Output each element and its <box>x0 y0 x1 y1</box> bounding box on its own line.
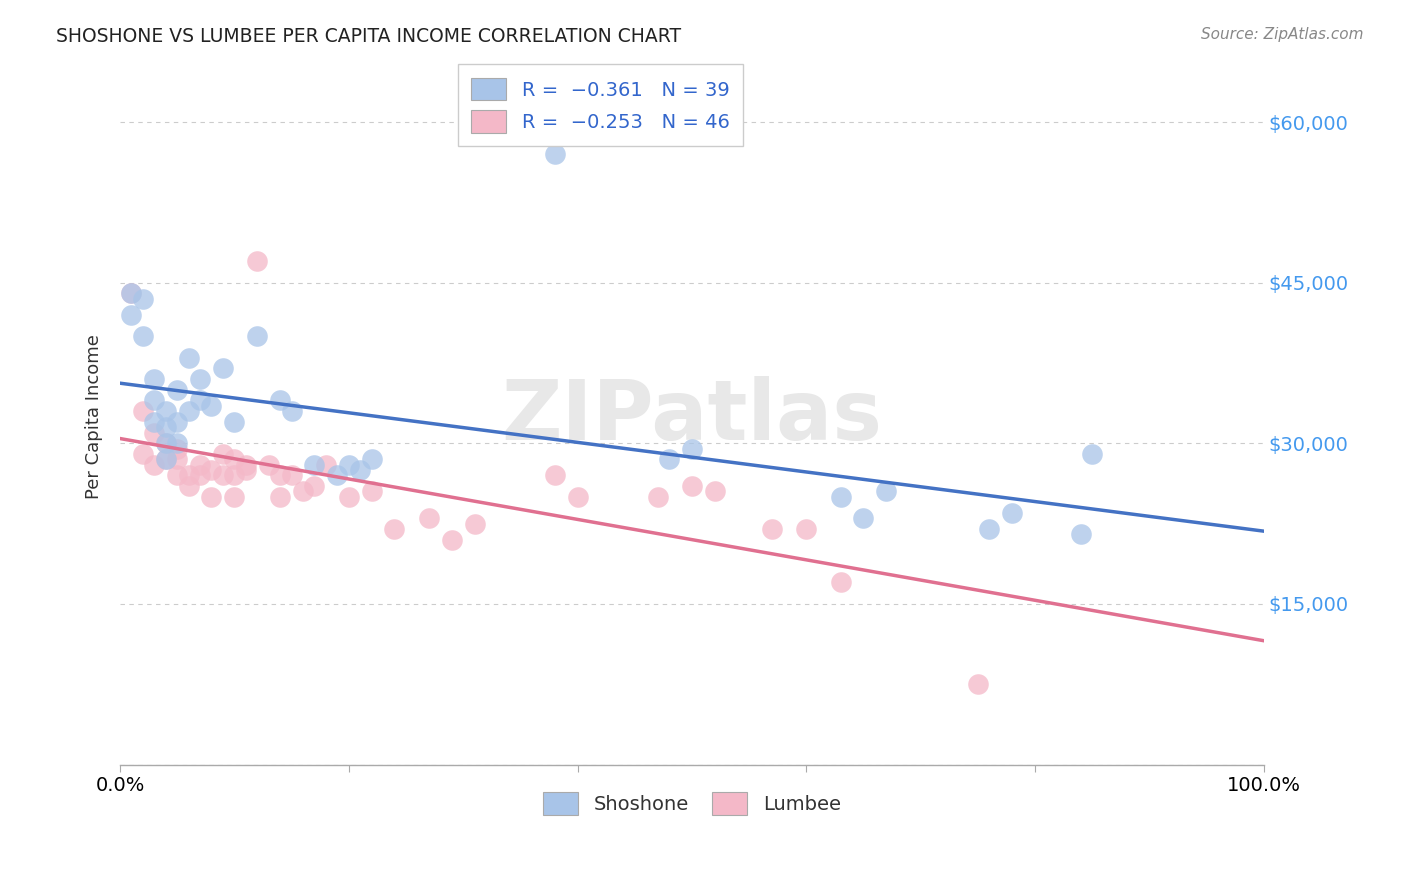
Point <box>291 484 314 499</box>
Point <box>155 452 177 467</box>
Point <box>315 458 337 472</box>
Point <box>188 468 211 483</box>
Point <box>132 447 155 461</box>
Point <box>177 468 200 483</box>
Point <box>852 511 875 525</box>
Point <box>567 490 589 504</box>
Point <box>658 452 681 467</box>
Point <box>360 484 382 499</box>
Point <box>155 436 177 450</box>
Point <box>120 286 142 301</box>
Point <box>177 351 200 365</box>
Point <box>155 420 177 434</box>
Point <box>143 372 166 386</box>
Point <box>212 361 235 376</box>
Point <box>200 463 222 477</box>
Point <box>830 490 852 504</box>
Point <box>166 383 188 397</box>
Point <box>132 292 155 306</box>
Point <box>200 490 222 504</box>
Point <box>177 479 200 493</box>
Point <box>166 452 188 467</box>
Point <box>280 468 302 483</box>
Point <box>212 468 235 483</box>
Point <box>188 458 211 472</box>
Point <box>304 479 326 493</box>
Point <box>224 452 246 467</box>
Point <box>166 442 188 456</box>
Y-axis label: Per Capita Income: Per Capita Income <box>86 334 103 499</box>
Point <box>966 677 988 691</box>
Point <box>647 490 669 504</box>
Point <box>280 404 302 418</box>
Point <box>337 458 360 472</box>
Point <box>155 452 177 467</box>
Point <box>166 415 188 429</box>
Point <box>212 447 235 461</box>
Legend: Shoshone, Lumbee: Shoshone, Lumbee <box>533 782 851 824</box>
Point <box>200 399 222 413</box>
Point <box>120 286 142 301</box>
Point <box>132 404 155 418</box>
Point <box>269 468 291 483</box>
Text: Source: ZipAtlas.com: Source: ZipAtlas.com <box>1201 27 1364 42</box>
Point <box>246 254 269 268</box>
Point <box>349 463 371 477</box>
Point <box>418 511 440 525</box>
Point <box>177 404 200 418</box>
Text: ZIPatlas: ZIPatlas <box>502 376 883 457</box>
Point <box>681 479 703 493</box>
Point <box>875 484 897 499</box>
Point <box>269 490 291 504</box>
Point <box>132 329 155 343</box>
Point <box>1001 506 1024 520</box>
Point <box>384 522 406 536</box>
Point <box>224 490 246 504</box>
Point <box>464 516 486 531</box>
Point <box>830 575 852 590</box>
Point <box>979 522 1001 536</box>
Point <box>143 415 166 429</box>
Point <box>120 308 142 322</box>
Point <box>1081 447 1104 461</box>
Point <box>304 458 326 472</box>
Point <box>143 393 166 408</box>
Point <box>337 490 360 504</box>
Point <box>703 484 725 499</box>
Point <box>681 442 703 456</box>
Text: SHOSHONE VS LUMBEE PER CAPITA INCOME CORRELATION CHART: SHOSHONE VS LUMBEE PER CAPITA INCOME COR… <box>56 27 682 45</box>
Point <box>224 468 246 483</box>
Point <box>166 436 188 450</box>
Point <box>1070 527 1092 541</box>
Point <box>235 458 257 472</box>
Point <box>326 468 349 483</box>
Point <box>235 463 257 477</box>
Point <box>794 522 817 536</box>
Point <box>761 522 783 536</box>
Point <box>143 458 166 472</box>
Point <box>269 393 291 408</box>
Point <box>155 404 177 418</box>
Point <box>543 147 565 161</box>
Point <box>188 393 211 408</box>
Point <box>543 468 565 483</box>
Point <box>360 452 382 467</box>
Point <box>155 436 177 450</box>
Point <box>224 415 246 429</box>
Point <box>166 468 188 483</box>
Point <box>143 425 166 440</box>
Point <box>440 533 463 547</box>
Point <box>257 458 280 472</box>
Point <box>188 372 211 386</box>
Point <box>246 329 269 343</box>
